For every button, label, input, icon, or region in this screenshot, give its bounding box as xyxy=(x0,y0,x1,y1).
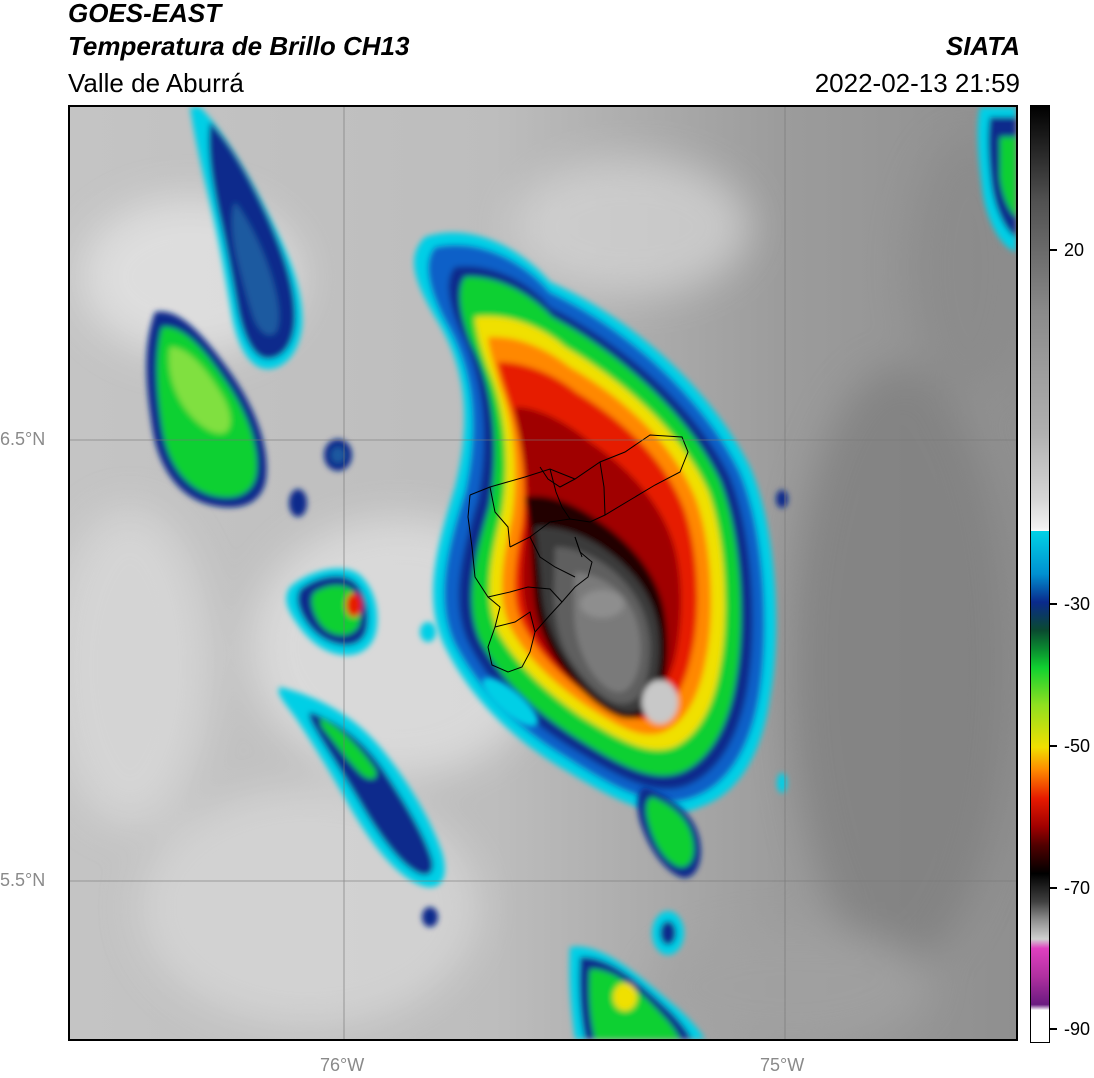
colorbar-tick xyxy=(1050,603,1057,605)
agency-label: SIATA xyxy=(945,31,1020,61)
lon-label-76w: 76°W xyxy=(320,1055,365,1075)
colorbar-tick xyxy=(1050,745,1057,747)
lat-label-5-5: 5.5°N xyxy=(0,870,46,890)
graticule xyxy=(70,107,1016,1039)
colorbar-tick xyxy=(1050,887,1057,889)
colorbar-tick xyxy=(1050,1028,1057,1030)
colorbar-label: -90 xyxy=(1064,1019,1091,1039)
temperature-colorbar xyxy=(1030,105,1050,1043)
product-title: Temperatura de Brillo CH13 xyxy=(68,31,410,61)
region-subtitle: Valle de Aburrá xyxy=(68,68,244,98)
lat-label-6-5: 6.5°N xyxy=(0,429,46,449)
colorbar-label: -30 xyxy=(1064,594,1091,614)
datetime-label: 2022-02-13 21:59 xyxy=(814,68,1020,98)
colorbar-label: -50 xyxy=(1064,736,1091,756)
satellite-title: GOES-EAST xyxy=(68,0,222,28)
lon-label-75w: 75°W xyxy=(760,1055,805,1075)
colorbar-label: 20 xyxy=(1064,240,1085,260)
municipal-boundaries xyxy=(467,434,689,673)
colorbar-tick xyxy=(1050,249,1057,251)
brightness-temperature-map xyxy=(68,105,1018,1041)
map-canvas xyxy=(70,107,1016,1039)
colorbar-label: -70 xyxy=(1064,878,1091,898)
